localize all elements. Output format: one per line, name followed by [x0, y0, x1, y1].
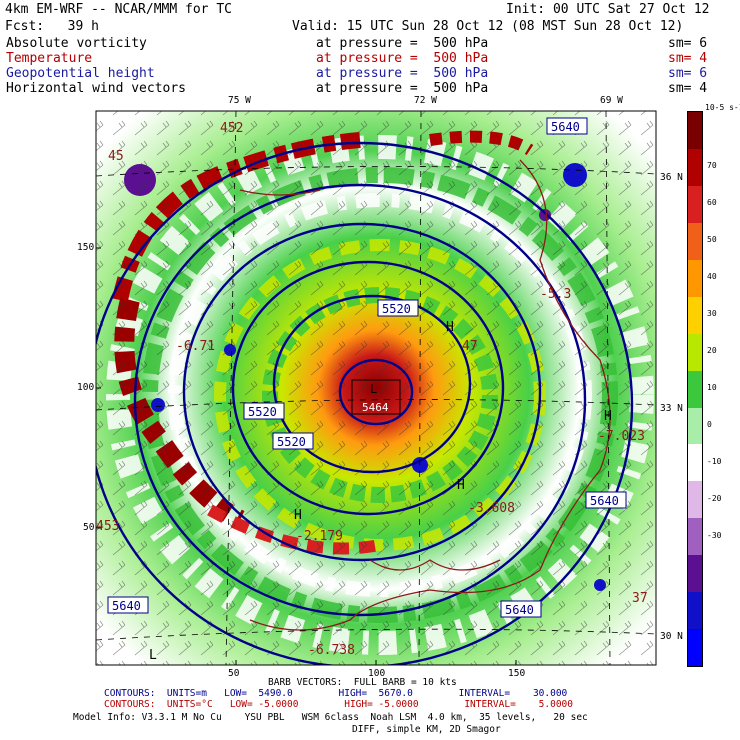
lat-label-33n: 33 N — [660, 403, 683, 414]
lon-label-75w: 75 W — [228, 95, 251, 106]
colorbar-label: 70 — [707, 161, 717, 171]
colorbar-segment — [688, 185, 702, 223]
barb-legend: BARB VECTORS: FULL BARB = 10 kts — [268, 677, 457, 688]
forecast-hour: Fcst: 39 h — [5, 19, 99, 34]
colorbar-segment — [688, 259, 702, 297]
colorbar-segment — [688, 407, 702, 445]
low-marker: L — [370, 382, 377, 396]
temp-label: -2.179 — [296, 529, 343, 544]
high-marker: H — [457, 478, 465, 493]
temp-label: -6.738 — [308, 643, 355, 658]
temp-label: 37 — [632, 591, 648, 606]
lat-label-36n: 36 N — [660, 172, 683, 183]
temperature-labels: 452 -5.3 47 -6.71 -3.608 -7.023 -2.179 -… — [96, 121, 648, 658]
colorbar-segment — [688, 112, 702, 149]
model-info: Model Info: V3.3.1 M No Cu YSU PBL WSM 6… — [73, 712, 588, 723]
colorbar — [687, 111, 703, 667]
field-name-height: Geopotential height — [6, 66, 155, 81]
height-label: 5520 — [382, 302, 411, 316]
high-marker: H — [446, 320, 454, 335]
lat-label-30n: 30 N — [660, 631, 683, 642]
init-time: Init: 00 UTC Sat 27 Oct 12 — [506, 2, 710, 17]
field-sm-vorticity: sm= 6 — [668, 36, 708, 51]
lon-label-69w: 69 W — [600, 95, 623, 106]
temp-label: 47 — [462, 339, 478, 354]
colorbar-label: -30 — [707, 530, 722, 540]
grid-x-100: 100 — [368, 668, 386, 679]
colorbar-segment — [688, 370, 702, 408]
grid-y-50: 50 — [83, 522, 95, 533]
field-name-temperature: Temperature — [6, 51, 93, 66]
colorbar-label: 10 — [707, 383, 717, 392]
height-label: 5640 — [551, 120, 580, 134]
temp-label: -5.3 — [540, 287, 571, 302]
colorbar-segment — [688, 444, 702, 482]
temp-label: -3.608 — [468, 501, 515, 516]
lon-label-72w: 72 W — [414, 95, 437, 106]
low-marker: L — [149, 648, 157, 663]
colorbar-segment — [688, 629, 702, 667]
temp-label: 45 — [108, 149, 124, 164]
latlon-grid — [96, 111, 656, 665]
temp-label: 452 — [220, 121, 243, 136]
height-label: 5520 — [248, 405, 277, 419]
height-contour-info: CONTOURS: UNITS=m LOW= 5490.0 HIGH= 5670… — [104, 688, 568, 699]
model-title: 4km EM-WRF -- NCAR/MMM for TC — [5, 2, 232, 17]
colorbar-label: 60 — [707, 198, 717, 208]
field-sm-height: sm= 6 — [668, 66, 708, 81]
colorbar-segment — [688, 592, 702, 630]
colorbar-segment — [688, 333, 702, 371]
field-level-temperature: at pressure = 500 hPa — [316, 51, 489, 66]
map-field — [96, 111, 656, 665]
high-marker: H — [294, 508, 302, 523]
field-name-wind: Horizontal wind vectors — [6, 81, 187, 96]
wind-barbs — [96, 111, 656, 665]
field-sm-temperature: sm= 4 — [668, 51, 708, 66]
height-label: 5640 — [112, 599, 141, 613]
colorbar-segment — [688, 296, 702, 334]
grid-y-150: 150 — [77, 242, 95, 253]
field-sm-wind: sm= 4 — [668, 81, 708, 96]
field-level-wind: at pressure = 500 hPa — [316, 81, 489, 96]
colorbar-segment — [688, 555, 702, 593]
colorbar-segment — [688, 481, 702, 519]
colorbar-segment — [688, 148, 702, 186]
height-label: 5640 — [590, 494, 619, 508]
colorbar-segment — [688, 222, 702, 260]
field-name-vorticity: Absolute vorticity — [6, 36, 147, 51]
grid-x-150: 150 — [508, 668, 526, 679]
height-label: 5520 — [277, 435, 306, 449]
temp-label: -7.023 — [598, 429, 645, 444]
temp-contour-info: CONTOURS: UNITS=°C LOW= -5.0000 HIGH= -5… — [104, 699, 573, 710]
field-level-vorticity: at pressure = 500 hPa — [316, 36, 489, 51]
colorbar-label: 40 — [707, 272, 717, 282]
height-labels: 5640 5520 5520 5520 5640 5640 5640 — [107, 117, 627, 618]
temperature-contours — [239, 159, 611, 631]
height-contours — [96, 141, 634, 665]
field-level-height: at pressure = 500 hPa — [316, 66, 489, 81]
colorbar-label: 0 — [707, 419, 712, 429]
temp-label: -6.71 — [176, 339, 215, 354]
colorbar-label: 30 — [707, 309, 717, 319]
model-diffusion: DIFF, simple KM, 2D Smagor — [352, 724, 501, 735]
grid-y-100: 100 — [77, 382, 95, 393]
colorbar-units: 10-5 s-1 — [705, 103, 740, 112]
low-center: L 5464 — [351, 379, 401, 415]
colorbar-label: 20 — [707, 346, 717, 356]
temp-label: 453 — [96, 519, 119, 534]
valid-time: Valid: 15 UTC Sun 28 Oct 12 (08 MST Sun … — [292, 19, 684, 34]
colorbar-label: -20 — [707, 493, 722, 503]
grid-x-50: 50 — [228, 668, 240, 679]
colorbar-label: -10 — [707, 456, 722, 466]
high-marker: H — [604, 409, 612, 424]
colorbar-label: 50 — [707, 235, 717, 245]
center-height-label: 5464 — [362, 401, 389, 414]
colorbar-segment — [688, 518, 702, 556]
height-label: 5640 — [505, 603, 534, 617]
axis-ticks — [96, 247, 517, 665]
